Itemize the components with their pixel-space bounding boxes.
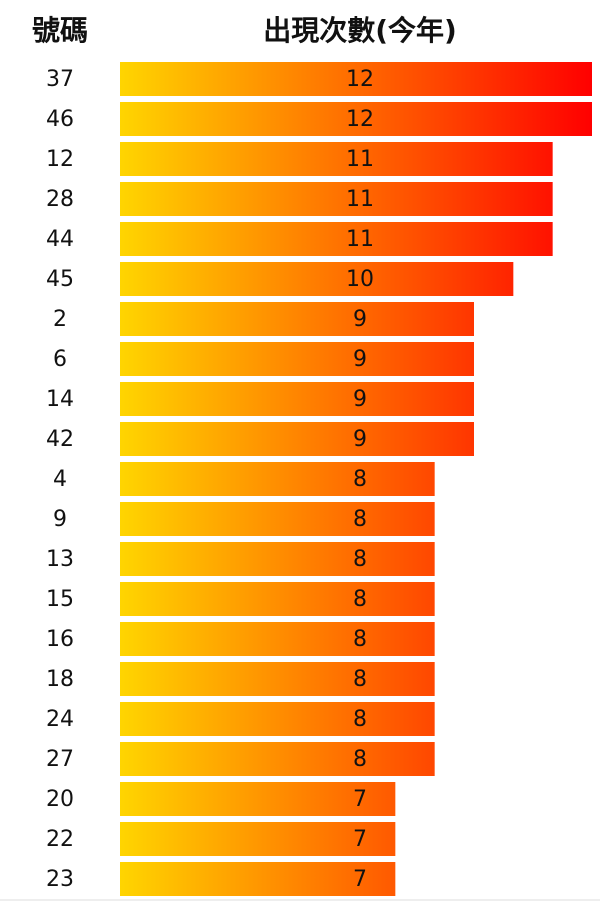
- category-label: 28: [46, 187, 74, 212]
- bar: [120, 182, 553, 216]
- value-label: 8: [353, 467, 367, 492]
- bar: [120, 622, 435, 656]
- bar: [120, 142, 553, 176]
- category-label: 6: [53, 347, 67, 372]
- bar: [120, 382, 474, 416]
- value-label: 9: [353, 427, 367, 452]
- value-label: 8: [353, 627, 367, 652]
- category-label: 12: [46, 147, 74, 172]
- category-label: 23: [46, 867, 74, 892]
- category-label: 44: [46, 227, 74, 252]
- bar: [120, 862, 396, 896]
- category-label: 22: [46, 827, 74, 852]
- value-label: 11: [346, 227, 374, 252]
- value-header: 出現次數(今年): [263, 14, 457, 47]
- value-label: 7: [353, 867, 367, 892]
- bar: [120, 822, 396, 856]
- bar: [120, 222, 553, 256]
- bar: [120, 102, 592, 136]
- value-label: 11: [346, 187, 374, 212]
- category-label: 37: [46, 67, 74, 92]
- category-label: 16: [46, 627, 74, 652]
- value-label: 12: [346, 67, 374, 92]
- category-label: 4: [53, 467, 67, 492]
- value-label: 9: [353, 387, 367, 412]
- value-label: 9: [353, 347, 367, 372]
- value-label: 8: [353, 547, 367, 572]
- value-label: 8: [353, 667, 367, 692]
- category-label: 46: [46, 107, 74, 132]
- category-label: 20: [46, 787, 74, 812]
- value-label: 10: [346, 267, 374, 292]
- bar: [120, 582, 435, 616]
- bar: [120, 302, 474, 336]
- bar: [120, 782, 396, 816]
- value-label: 11: [346, 147, 374, 172]
- value-label: 9: [353, 307, 367, 332]
- category-label: 14: [46, 387, 74, 412]
- value-label: 7: [353, 787, 367, 812]
- category-label: 18: [46, 667, 74, 692]
- bar: [120, 342, 474, 376]
- value-label: 7: [353, 827, 367, 852]
- bar: [120, 502, 435, 536]
- value-label: 8: [353, 747, 367, 772]
- value-label: 8: [353, 587, 367, 612]
- category-label: 13: [46, 547, 74, 572]
- bar: [120, 742, 435, 776]
- value-label: 12: [346, 107, 374, 132]
- value-label: 8: [353, 707, 367, 732]
- category-label: 27: [46, 747, 74, 772]
- category-label: 15: [46, 587, 74, 612]
- bar: [120, 662, 435, 696]
- bar: [120, 62, 592, 96]
- category-label: 9: [53, 507, 67, 532]
- bar: [120, 702, 435, 736]
- category-label: 24: [46, 707, 74, 732]
- value-label: 8: [353, 507, 367, 532]
- bar: [120, 422, 474, 456]
- bar: [120, 462, 435, 496]
- category-label: 2: [53, 307, 67, 332]
- category-label: 45: [46, 267, 74, 292]
- category-label: 42: [46, 427, 74, 452]
- category-header: 號碼: [32, 14, 88, 47]
- bar: [120, 262, 514, 296]
- bar: [120, 542, 435, 576]
